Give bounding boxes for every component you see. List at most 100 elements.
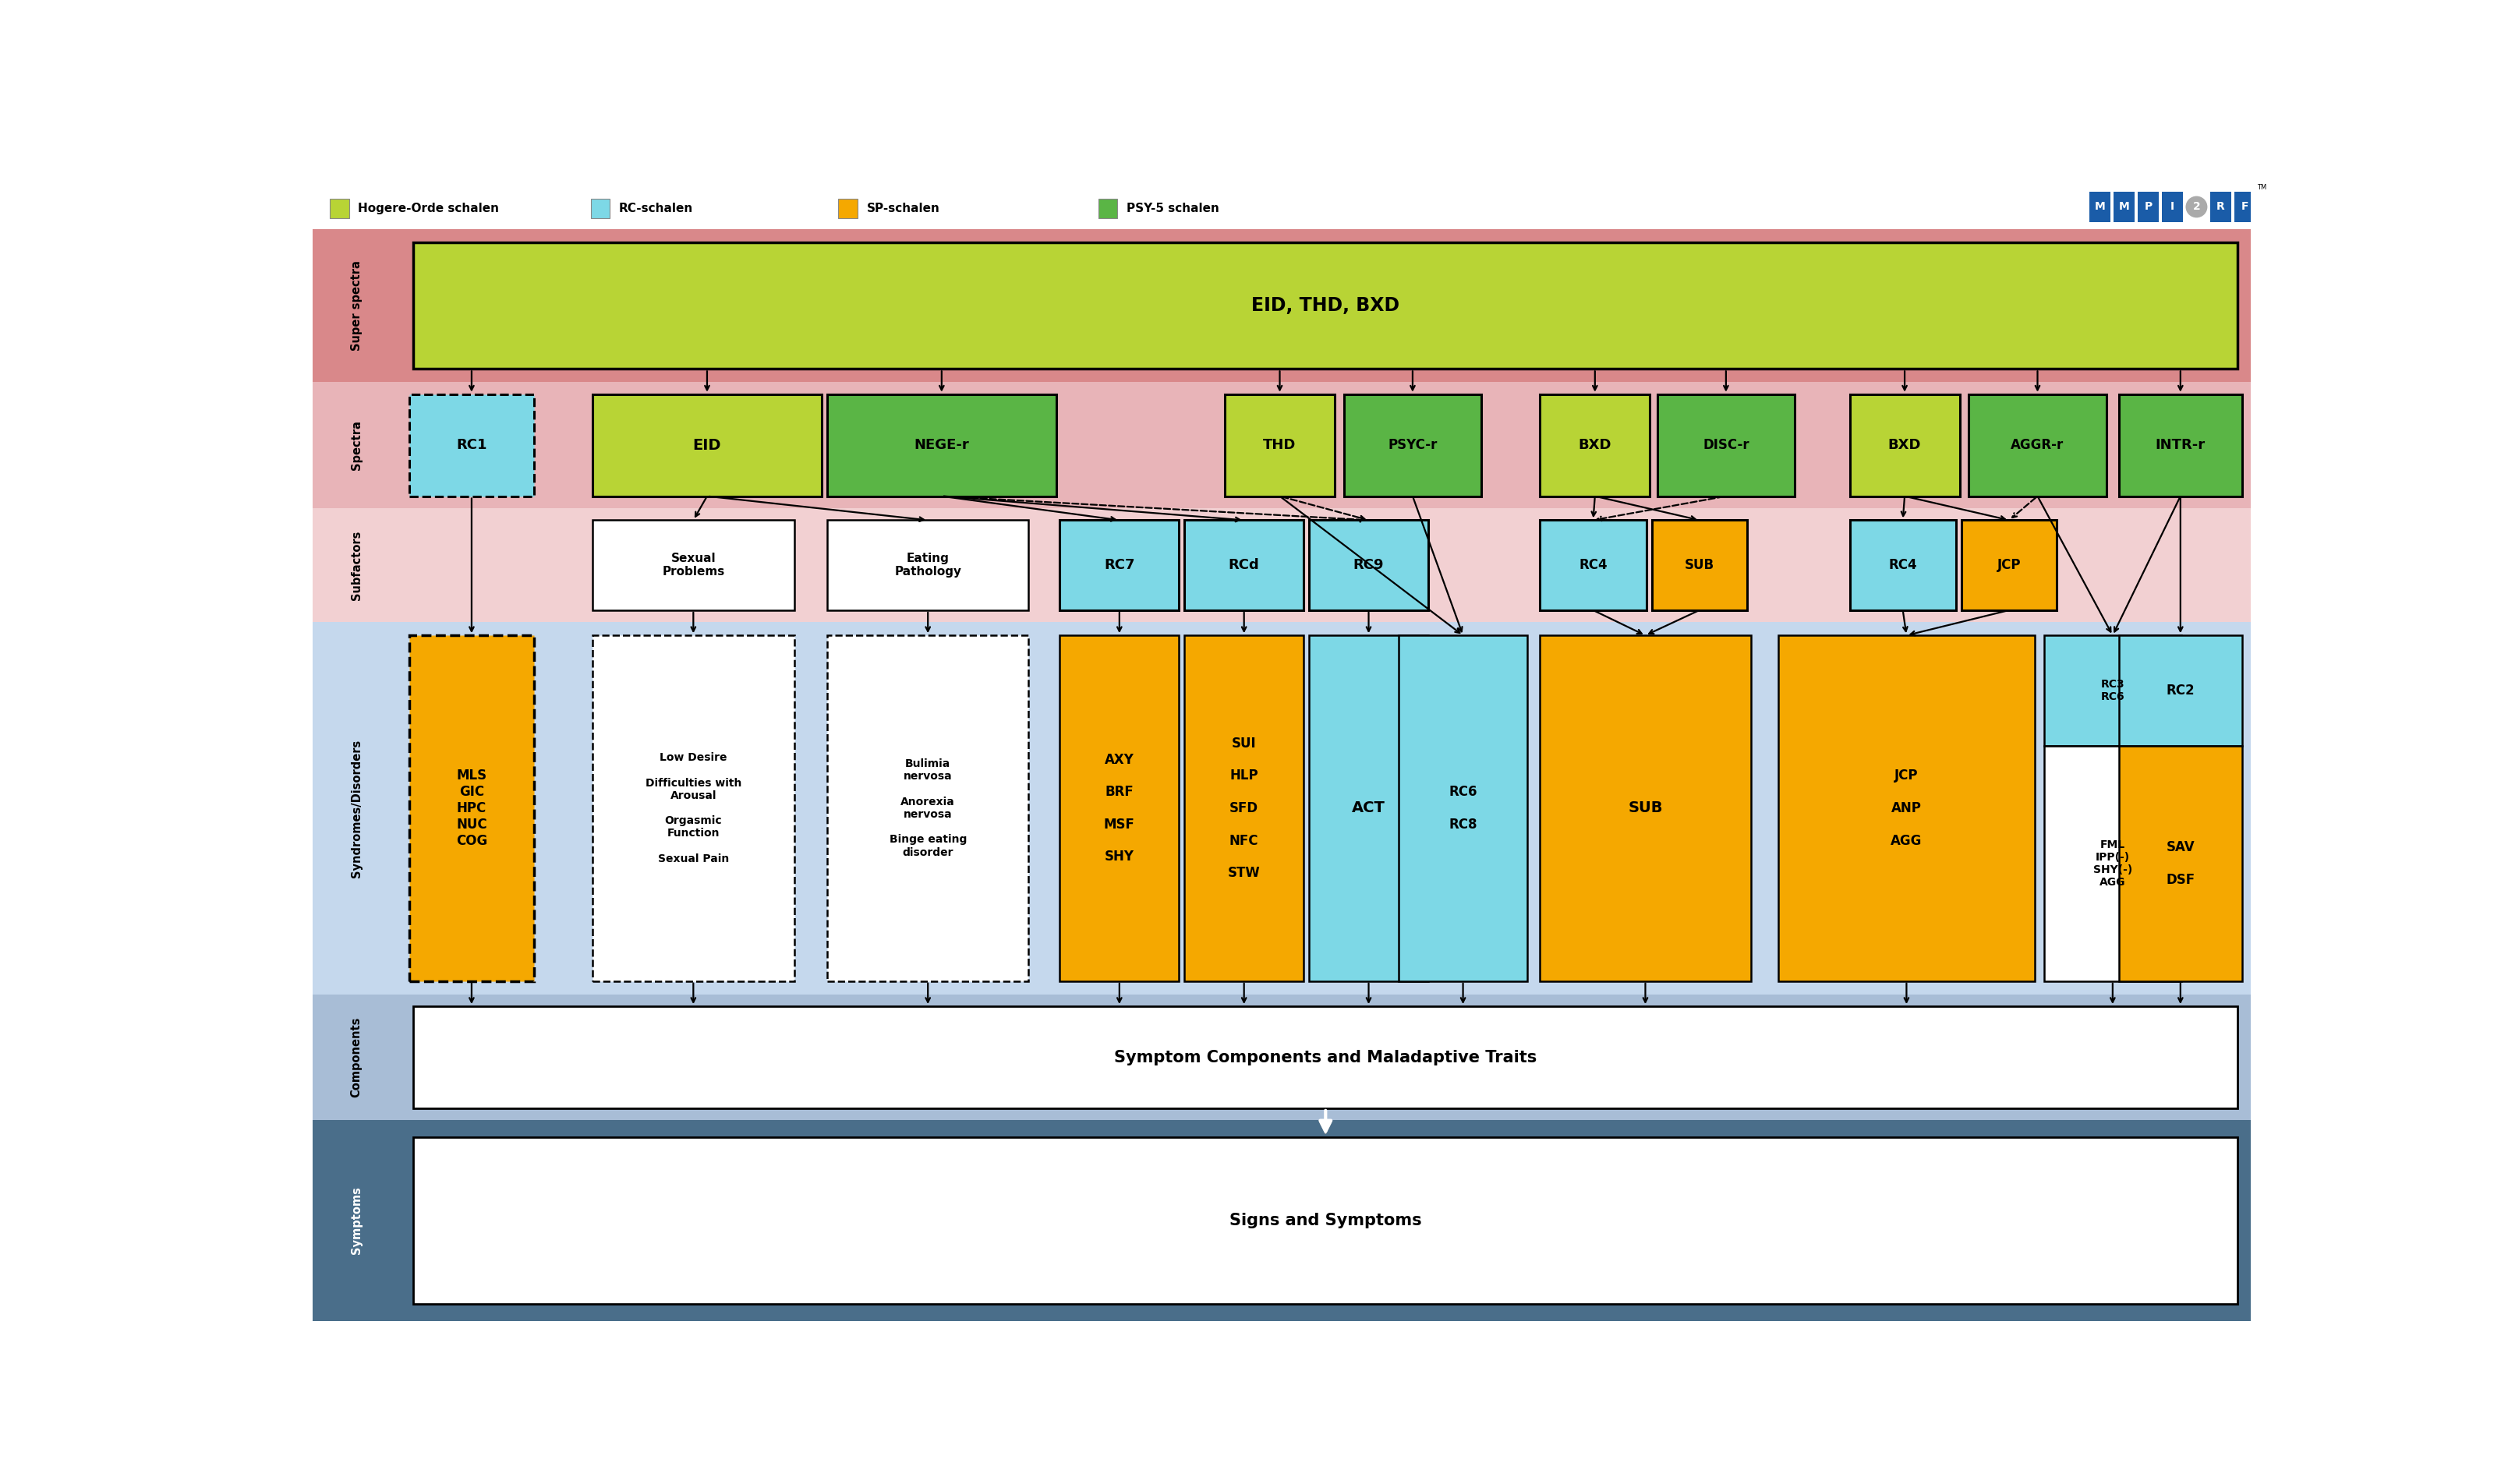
FancyBboxPatch shape <box>1961 521 2056 610</box>
Bar <box>313 508 2251 622</box>
FancyBboxPatch shape <box>1851 521 1956 610</box>
Text: TM: TM <box>2256 184 2266 190</box>
FancyBboxPatch shape <box>1185 521 1303 610</box>
FancyBboxPatch shape <box>1541 521 1646 610</box>
Bar <box>313 994 2251 1120</box>
Bar <box>313 1120 2251 1321</box>
Bar <box>590 199 610 218</box>
Text: MLS
GIC
HPC
NUC
COG: MLS GIC HPC NUC COG <box>455 769 488 847</box>
FancyBboxPatch shape <box>828 395 1055 496</box>
FancyBboxPatch shape <box>1060 635 1178 981</box>
Text: RCd: RCd <box>1228 558 1261 573</box>
FancyBboxPatch shape <box>1225 395 1336 496</box>
Text: Signs and Symptoms: Signs and Symptoms <box>1230 1212 1421 1229</box>
Bar <box>313 229 2251 383</box>
Bar <box>2138 191 2158 223</box>
Text: SAV

DSF: SAV DSF <box>2166 840 2196 887</box>
FancyBboxPatch shape <box>1060 521 1178 610</box>
Bar <box>838 199 858 218</box>
Text: R: R <box>2216 202 2226 212</box>
Text: 2: 2 <box>2193 202 2201 212</box>
Circle shape <box>2186 196 2208 218</box>
Text: FML
IPP(-)
SHY(-)
AGG: FML IPP(-) SHY(-) AGG <box>2093 838 2133 887</box>
Text: PSY-5 schalen: PSY-5 schalen <box>1125 203 1218 215</box>
Bar <box>2088 191 2111 223</box>
Bar <box>1098 199 1118 218</box>
Text: RC3
RC6: RC3 RC6 <box>2101 680 2123 702</box>
Text: RC6

RC8: RC6 RC8 <box>1448 785 1478 831</box>
FancyBboxPatch shape <box>1398 635 1528 981</box>
FancyBboxPatch shape <box>1658 395 1796 496</box>
Text: BXD: BXD <box>1888 438 1921 453</box>
Text: P: P <box>2143 202 2153 212</box>
Text: SUI

HLP

SFD

NFC

STW: SUI HLP SFD NFC STW <box>1228 736 1261 880</box>
FancyBboxPatch shape <box>1541 395 1651 496</box>
FancyBboxPatch shape <box>2118 746 2241 981</box>
Text: SP-schalen: SP-schalen <box>868 203 940 215</box>
Text: AXY

BRF

MSF

SHY: AXY BRF MSF SHY <box>1103 752 1135 864</box>
Text: Symptom Components and Maladaptive Traits: Symptom Components and Maladaptive Trait… <box>1113 1049 1538 1066</box>
Text: Sexual
Problems: Sexual Problems <box>663 552 725 577</box>
Text: NEGE-r: NEGE-r <box>913 438 970 453</box>
Text: I: I <box>2171 202 2173 212</box>
Text: RC4: RC4 <box>1888 558 1918 573</box>
FancyBboxPatch shape <box>410 395 533 496</box>
Text: Subfactors: Subfactors <box>350 530 363 600</box>
FancyBboxPatch shape <box>410 635 533 981</box>
Text: Super spectra: Super spectra <box>350 261 363 350</box>
Text: M: M <box>2093 202 2106 212</box>
Text: Bulimia
nervosa

Anorexia
nervosa

Binge eating
disorder: Bulimia nervosa Anorexia nervosa Binge e… <box>890 758 968 858</box>
Text: Low Desire

Difficulties with
Arousal

Orgasmic
Function

Sexual Pain: Low Desire Difficulties with Arousal Org… <box>645 752 740 864</box>
Text: EID: EID <box>693 438 720 453</box>
FancyBboxPatch shape <box>1851 395 1961 496</box>
FancyBboxPatch shape <box>1778 635 2036 981</box>
FancyBboxPatch shape <box>1185 635 1303 981</box>
FancyBboxPatch shape <box>2118 395 2241 496</box>
Text: INTR-r: INTR-r <box>2156 438 2206 453</box>
FancyBboxPatch shape <box>593 395 823 496</box>
Text: M: M <box>2118 202 2128 212</box>
Text: RC4: RC4 <box>1578 558 1608 573</box>
Text: Spectra: Spectra <box>350 420 363 470</box>
Text: JCP

ANP

AGG: JCP ANP AGG <box>1891 769 1923 847</box>
Bar <box>313 622 2251 994</box>
Bar <box>313 383 2251 508</box>
Bar <box>2161 191 2183 223</box>
Text: AGGR-r: AGGR-r <box>2011 438 2063 453</box>
Text: Hogere-Orde schalen: Hogere-Orde schalen <box>358 203 500 215</box>
Text: RC-schalen: RC-schalen <box>618 203 693 215</box>
Text: RC9: RC9 <box>1353 558 1383 573</box>
FancyBboxPatch shape <box>1968 395 2106 496</box>
Text: Syndromes/Disorders: Syndromes/Disorders <box>350 739 363 877</box>
Text: RC1: RC1 <box>455 438 488 453</box>
Text: Components: Components <box>350 1017 363 1098</box>
Text: SUB: SUB <box>1686 558 1713 573</box>
FancyBboxPatch shape <box>1651 521 1748 610</box>
Text: THD: THD <box>1263 438 1296 453</box>
Text: RC7: RC7 <box>1103 558 1135 573</box>
FancyBboxPatch shape <box>2118 635 2241 746</box>
Text: ACT: ACT <box>1353 801 1386 816</box>
Text: F: F <box>2241 202 2248 212</box>
Text: DISC-r: DISC-r <box>1703 438 1748 453</box>
FancyBboxPatch shape <box>1308 521 1428 610</box>
FancyBboxPatch shape <box>1308 635 1428 981</box>
Text: RC2: RC2 <box>2166 684 2196 697</box>
FancyBboxPatch shape <box>1343 395 1481 496</box>
Bar <box>2113 191 2136 223</box>
FancyBboxPatch shape <box>413 1137 2238 1304</box>
FancyBboxPatch shape <box>828 521 1028 610</box>
Text: PSYC-r: PSYC-r <box>1388 438 1438 453</box>
Text: SUB: SUB <box>1628 801 1663 816</box>
FancyBboxPatch shape <box>593 635 795 981</box>
FancyBboxPatch shape <box>828 635 1028 981</box>
FancyBboxPatch shape <box>2043 746 2181 981</box>
FancyBboxPatch shape <box>593 521 795 610</box>
FancyBboxPatch shape <box>2043 635 2181 746</box>
FancyBboxPatch shape <box>1541 635 1751 981</box>
FancyBboxPatch shape <box>413 1006 2238 1109</box>
Bar <box>2211 191 2231 223</box>
Text: Symptoms: Symptoms <box>350 1187 363 1254</box>
Bar <box>2233 191 2256 223</box>
Bar <box>330 199 348 218</box>
